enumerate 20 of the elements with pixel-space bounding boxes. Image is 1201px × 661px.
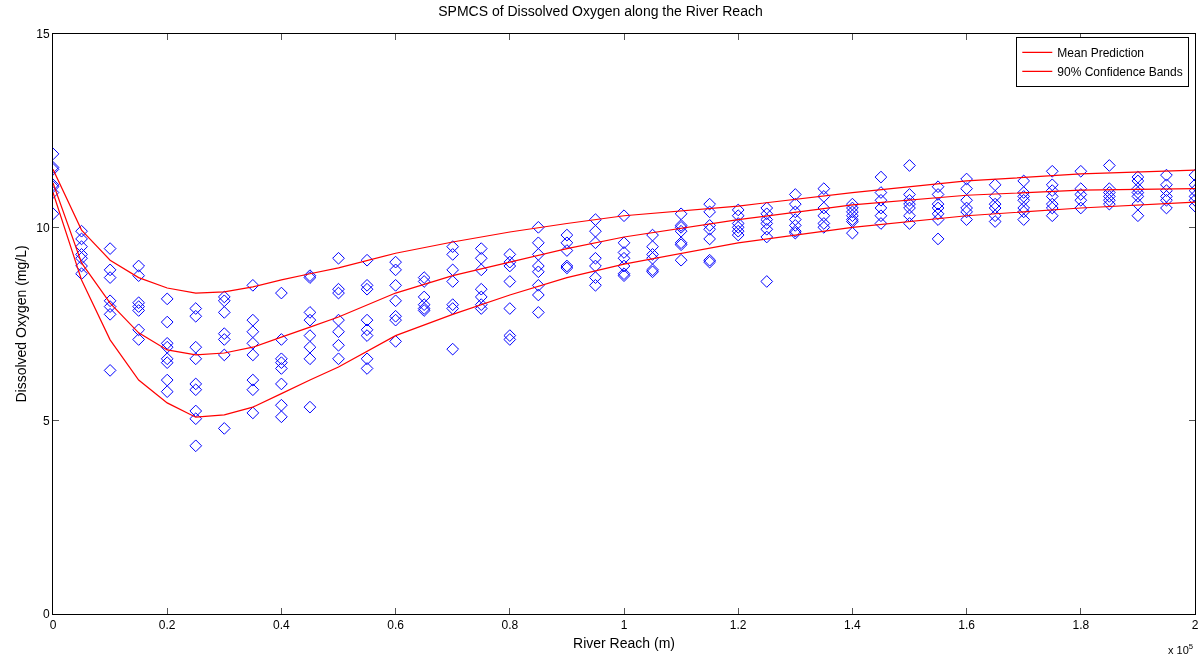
legend-label: Mean Prediction: [1057, 46, 1145, 61]
x-tick-label: 1.8: [1072, 618, 1090, 633]
y-tick-label: 5: [42, 413, 50, 428]
chart-title: SPMCS of Dissolved Oxygen along the River Reach: [438, 3, 763, 20]
y-tick-label: 15: [36, 27, 50, 42]
y-tick-label: 10: [36, 220, 50, 235]
text: x 10$^{5}$: [1168, 642, 1194, 656]
x-tick-label: 1.4: [844, 618, 862, 633]
x-tick-label: 0.2: [158, 618, 176, 633]
y-tick-label: 0: [42, 607, 50, 622]
legend-label: 90% Confidence Bands: [1057, 65, 1183, 80]
x-tick-label: 0.4: [273, 618, 291, 633]
x-tick-label: 0.6: [387, 618, 405, 633]
x-tick-label: 2: [1191, 618, 1199, 633]
x-tick-label: 1.2: [729, 618, 747, 633]
y-axis-title: Dissolved Oxygen (mg/L): [12, 245, 29, 403]
x-tick-label: 1.6: [958, 618, 976, 633]
x-axis-title: River Reach (m): [573, 634, 675, 651]
x-tick-label: 0.8: [501, 618, 519, 633]
x-tick-label: 1: [620, 618, 628, 633]
